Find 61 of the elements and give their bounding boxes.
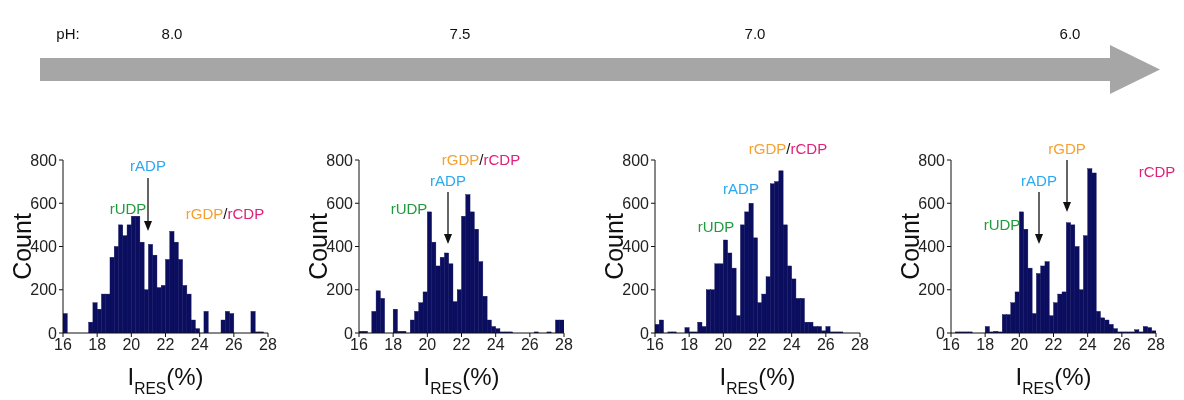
annotation: rADP <box>430 171 466 189</box>
annotation: rGDP/rCDP <box>185 204 265 222</box>
x-tick-label: 20 <box>122 336 141 354</box>
y-tick-label: 200 <box>622 281 650 299</box>
x-tick-label: 24 <box>782 336 801 354</box>
annotation: rADP <box>1021 171 1057 189</box>
text: pH: <box>56 25 80 42</box>
text: 7.0 <box>744 25 766 42</box>
y-tick-label: 400 <box>622 238 650 256</box>
y-tick-label: 400 <box>326 238 354 256</box>
y-tick-label: 800 <box>622 151 650 169</box>
x-tick-label: 18 <box>680 336 699 354</box>
y-tick-label: 200 <box>326 281 354 299</box>
x-tick-label: 22 <box>156 336 175 354</box>
x-tick-label: 22 <box>452 336 471 354</box>
y-tick-label: 600 <box>30 194 58 212</box>
x-axis-title: I$_{RES}$(%) <box>127 363 204 397</box>
x-tick-label: 24 <box>486 336 505 354</box>
annotation: rADP <box>723 179 759 197</box>
x-axis-title: I$_{RES}$(%) <box>1015 363 1092 397</box>
y-tick-label: 200 <box>918 281 946 299</box>
text: rGDP <box>1048 139 1086 157</box>
x-tick-label: 22 <box>1044 336 1063 354</box>
text: 7.5 <box>449 25 471 42</box>
annotation: rADP <box>130 156 166 174</box>
y-tick-label: 600 <box>326 194 354 212</box>
y-tick-label: 400 <box>918 238 946 256</box>
x-tick-label: 24 <box>190 336 209 354</box>
y-tick-label: 200 <box>30 281 58 299</box>
text: 6.0 <box>1059 25 1081 42</box>
x-tick-label: 18 <box>384 336 403 354</box>
x-tick-label: 24 <box>1078 336 1097 354</box>
x-tick-label: 26 <box>520 336 539 354</box>
x-tick-label: 26 <box>816 336 835 354</box>
annotation: rUDP <box>390 199 428 217</box>
x-tick-label: 18 <box>976 336 995 354</box>
y-tick-label: 800 <box>30 151 58 169</box>
x-tick-label: 20 <box>1010 336 1029 354</box>
x-tick-label: 28 <box>259 336 277 354</box>
x-tick-label: 20 <box>418 336 437 354</box>
annotation: rGDP/rCDP <box>441 150 521 168</box>
annotation: rUDP <box>109 199 147 217</box>
y-tick-label: 600 <box>918 194 946 212</box>
text: rGDP/rCDP <box>748 139 828 157</box>
x-tick-label: 22 <box>748 336 767 354</box>
y-tick-label: 800 <box>326 151 354 169</box>
x-tick-label: 28 <box>1147 336 1165 354</box>
x-tick-label: 18 <box>88 336 107 354</box>
x-axis-title: I$_{RES}$(%) <box>719 363 796 397</box>
y-tick-label: 600 <box>622 194 650 212</box>
x-tick-label: 20 <box>714 336 733 354</box>
x-tick-label: 28 <box>555 336 573 354</box>
annotation: rUDP <box>697 217 735 235</box>
x-axis-title: I$_{RES}$(%) <box>423 363 500 397</box>
y-tick-label: 800 <box>918 151 946 169</box>
x-tick-label: 28 <box>851 336 869 354</box>
annotation: rCDP <box>1138 162 1176 180</box>
x-tick-label: 26 <box>224 336 243 354</box>
text: 8.0 <box>161 25 183 42</box>
x-tick-label: 26 <box>1112 336 1131 354</box>
y-tick-label: 400 <box>30 238 58 256</box>
